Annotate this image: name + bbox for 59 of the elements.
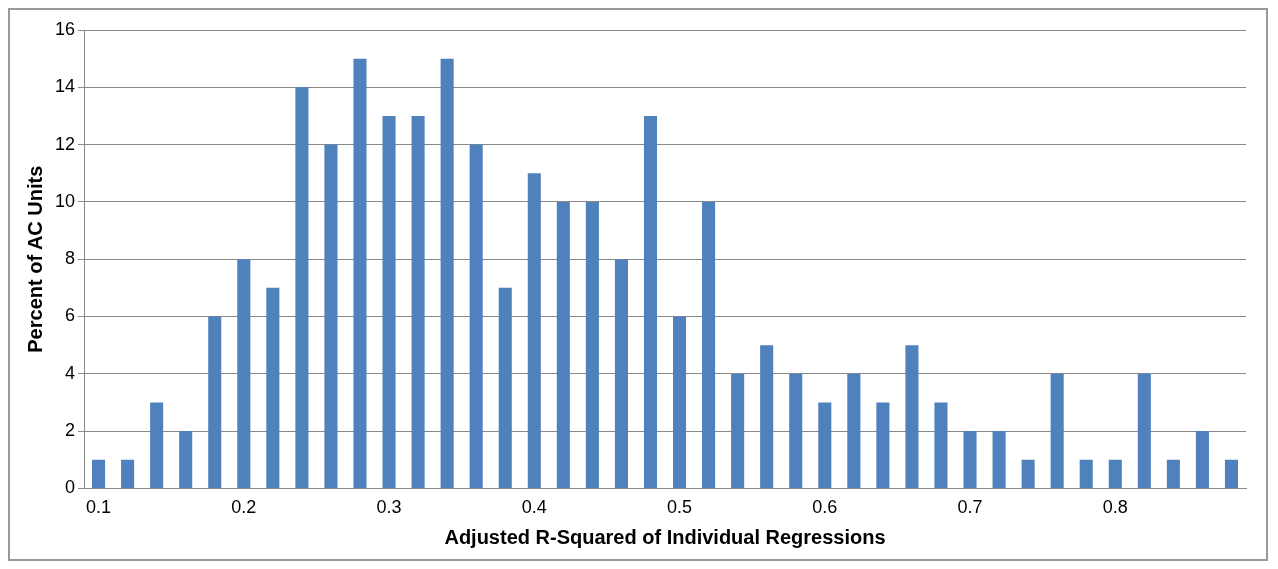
bar <box>440 58 454 488</box>
bar <box>934 402 948 488</box>
bar <box>237 259 251 488</box>
y-tick-label: 2 <box>65 420 76 441</box>
x-tick-label: 0.1 <box>86 497 112 518</box>
bar <box>208 316 222 488</box>
bar <box>498 287 512 488</box>
x-tick-label: 0.2 <box>231 497 257 518</box>
bar <box>702 201 716 488</box>
bar <box>353 58 367 488</box>
bar <box>614 259 628 488</box>
bar <box>411 115 425 488</box>
bar <box>760 345 774 488</box>
y-tick-label: 12 <box>54 133 76 154</box>
bar <box>963 431 977 488</box>
bar <box>731 373 745 488</box>
bar <box>1108 459 1122 488</box>
bar <box>1050 373 1064 488</box>
bar <box>150 402 164 488</box>
bar <box>179 431 193 488</box>
y-tick-label: 0 <box>65 477 76 498</box>
bar <box>556 201 570 488</box>
bar <box>876 402 890 488</box>
y-axis-title: Percent of AC Units <box>23 165 46 353</box>
x-tick-label: 0.4 <box>521 497 547 518</box>
y-tick-label: 4 <box>65 362 76 383</box>
x-tick-label: 0.8 <box>1102 497 1128 518</box>
x-tick-label: 0.7 <box>957 497 983 518</box>
bar <box>643 115 658 488</box>
bar <box>295 87 309 488</box>
bar <box>382 115 396 488</box>
bar <box>992 431 1006 488</box>
y-tick-label: 14 <box>54 76 76 97</box>
bar <box>585 201 599 488</box>
bar <box>789 373 803 488</box>
bar <box>1137 373 1151 488</box>
bar <box>527 173 541 488</box>
x-tick-label: 0.6 <box>812 497 838 518</box>
bar <box>92 459 106 488</box>
bar <box>673 316 687 488</box>
bar <box>1021 459 1035 488</box>
bar <box>1079 459 1093 488</box>
x-tick-label: 0.5 <box>667 497 693 518</box>
bar <box>469 144 483 488</box>
y-tick-label: 16 <box>54 18 76 39</box>
bar <box>1195 431 1209 488</box>
bar <box>1166 459 1180 488</box>
bar <box>818 402 832 488</box>
bar <box>324 144 338 488</box>
y-tick-label: 8 <box>65 248 76 269</box>
y-tick-label: 10 <box>54 190 76 211</box>
bar <box>1224 459 1239 488</box>
x-tick-label: 0.3 <box>376 497 402 518</box>
bar <box>847 373 861 488</box>
bar <box>121 459 135 488</box>
bar <box>266 287 280 488</box>
bar <box>905 345 919 488</box>
y-tick-label: 6 <box>65 305 76 326</box>
x-axis-title: Adjusted R-Squared of Individual Regressions <box>444 525 886 548</box>
